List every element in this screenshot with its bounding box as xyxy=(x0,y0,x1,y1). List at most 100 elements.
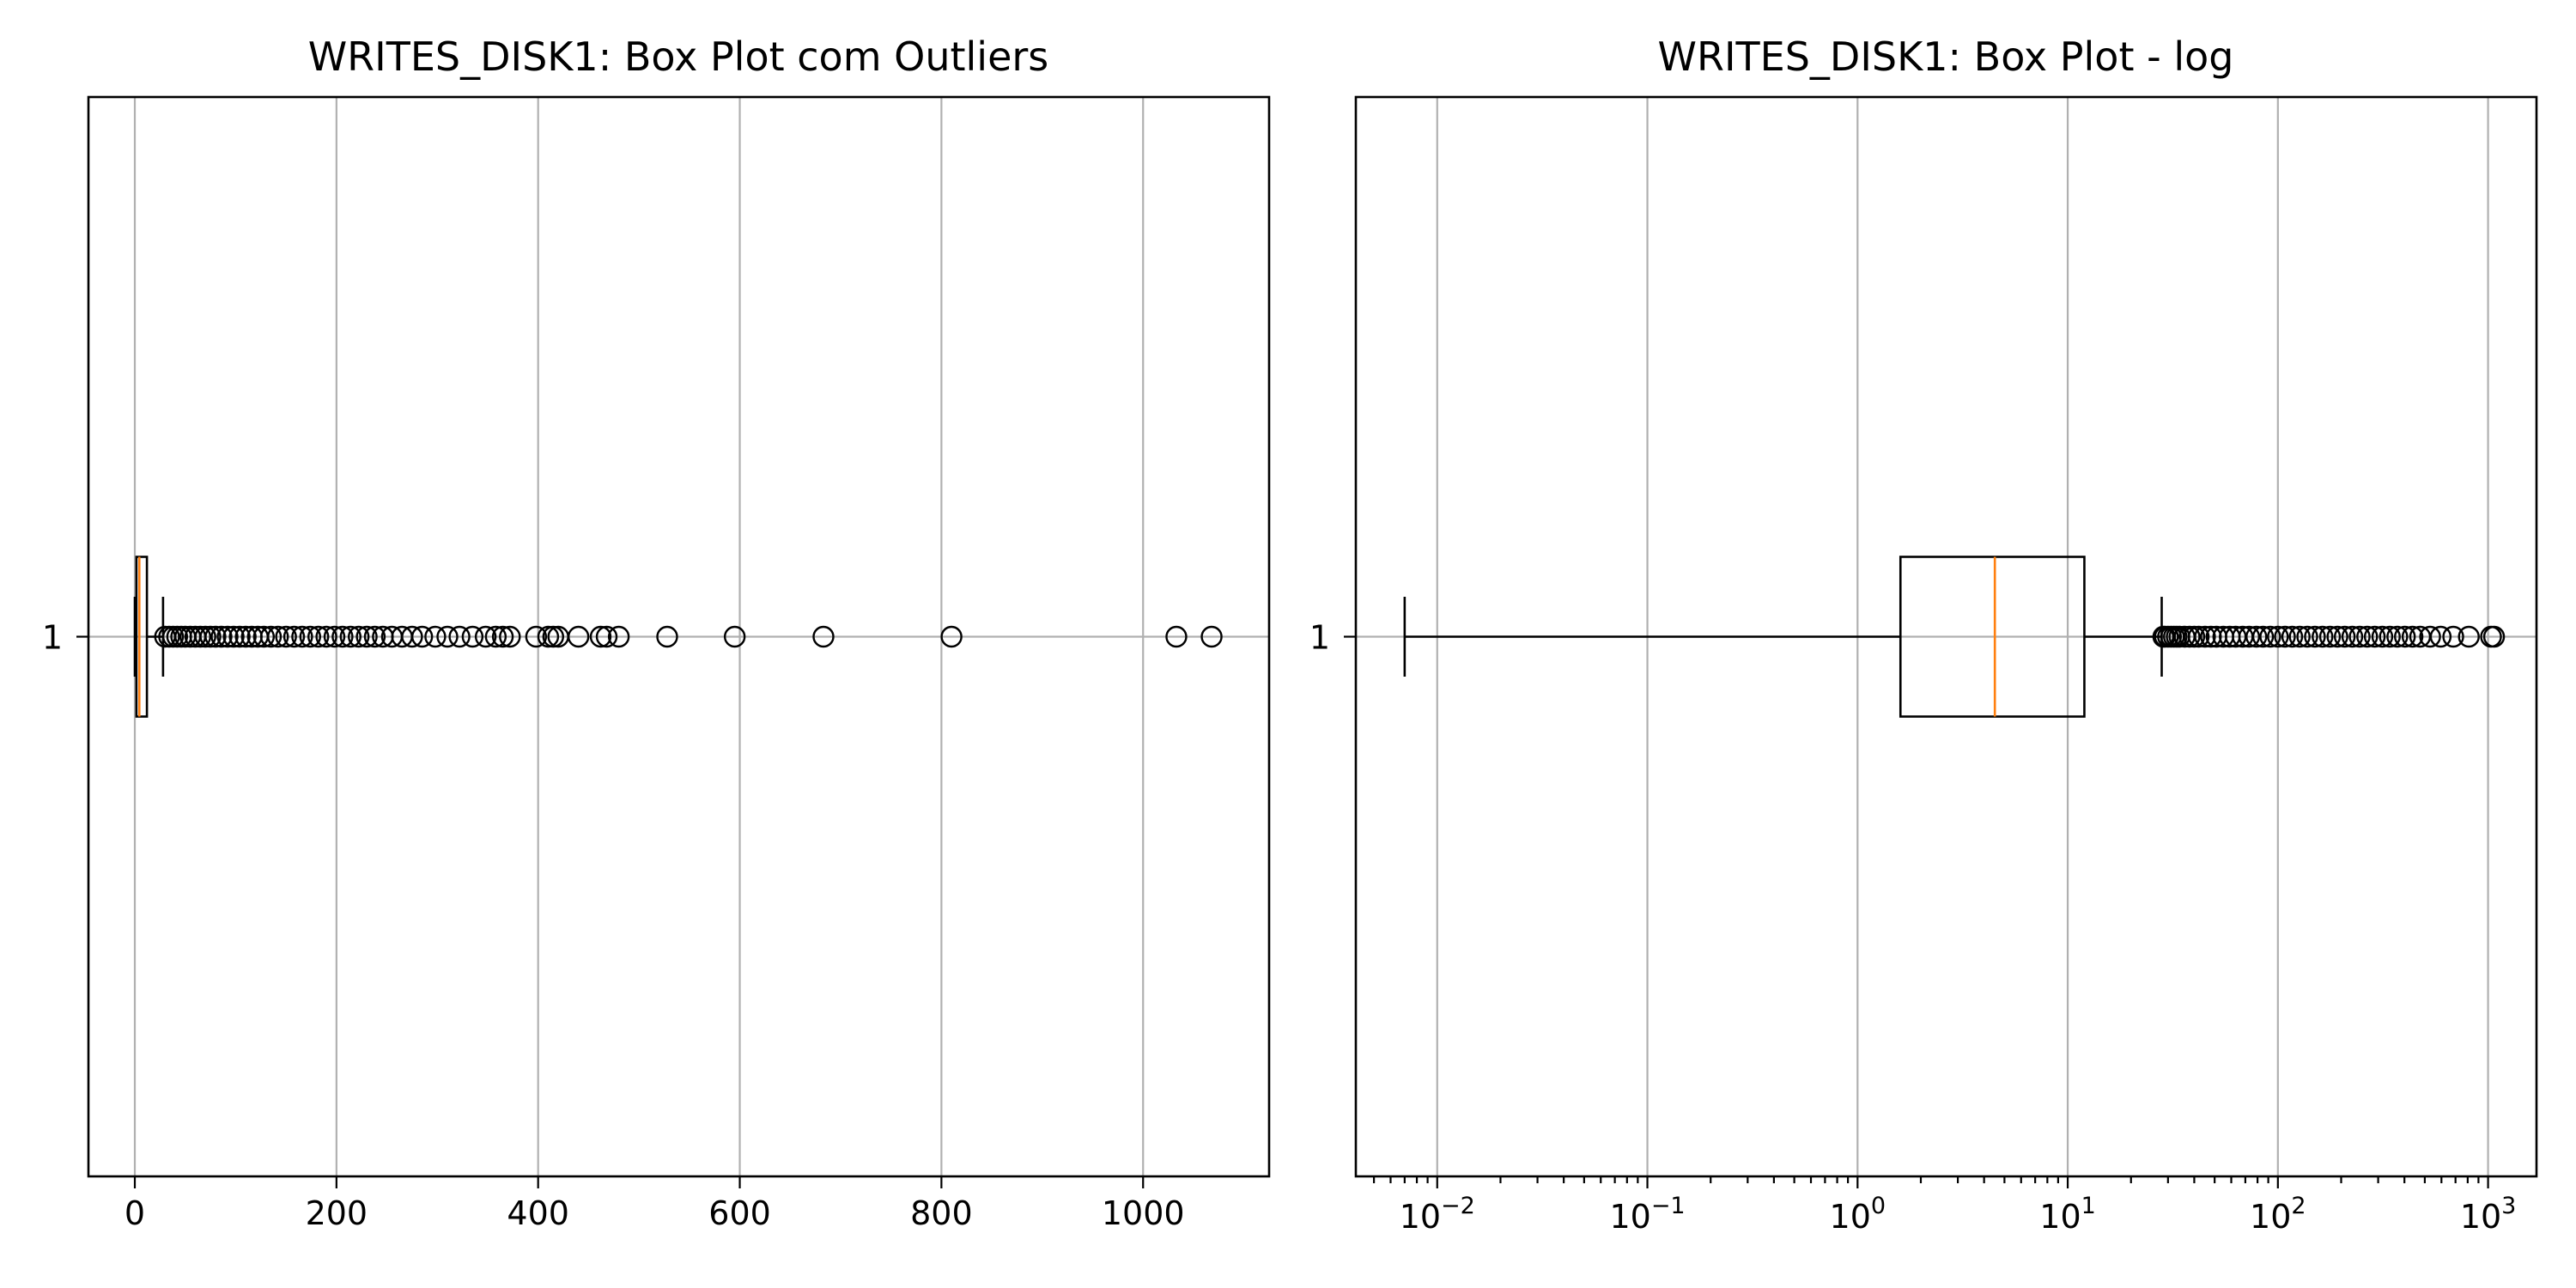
outlier-point xyxy=(2288,625,2311,648)
iqr-box xyxy=(1899,556,2086,718)
x-tick-label: 103 xyxy=(2460,1193,2517,1236)
outlier-point xyxy=(339,625,361,648)
x-tick-label: 102 xyxy=(2250,1193,2306,1236)
outlier-point xyxy=(525,625,548,648)
outlier-point xyxy=(331,625,354,648)
outlier-point xyxy=(410,625,434,648)
outlier-point xyxy=(2267,625,2289,648)
x-tick-label: 200 xyxy=(306,1194,368,1232)
outlier-point xyxy=(474,625,497,648)
outlier-point xyxy=(283,625,306,648)
outlier-point xyxy=(595,625,618,648)
outlier-point xyxy=(2281,625,2304,648)
linear-x-axis-ticks: 0 200 400 600 800 1000 xyxy=(125,1176,1185,1232)
linear-chart-title: WRITES_DISK1: Box Plot com Outliers xyxy=(308,33,1049,80)
outlier-point xyxy=(363,625,386,648)
outlier-point xyxy=(2238,625,2261,648)
outlier-point xyxy=(347,625,370,648)
outlier-point xyxy=(2312,625,2334,648)
outlier-point xyxy=(484,625,507,648)
outlier-point xyxy=(2442,625,2464,648)
outlier-point xyxy=(424,625,447,648)
outlier-point xyxy=(2429,625,2452,648)
outlier-point xyxy=(499,625,521,648)
outlier-point xyxy=(812,625,835,648)
outlier-point xyxy=(2318,625,2342,648)
log-boxplot-panel: WRITES_DISK1: Box Plot - log 10−2 10−1 100… xyxy=(1309,33,2538,1236)
outlier-point xyxy=(1165,625,1188,648)
x-tick-label: 600 xyxy=(708,1194,771,1232)
outlier-point xyxy=(2458,625,2480,648)
log-x-axis-ticks: 10−2 10−1 100 101 102 103 xyxy=(1372,1176,2517,1236)
outlier-point xyxy=(355,625,378,648)
outlier-point xyxy=(291,625,313,648)
linear-boxplot-panel: WRITES_DISK1: Box Plot com Outliers 0 200… xyxy=(42,33,1271,1232)
outlier-point xyxy=(2379,625,2401,648)
outlier-point xyxy=(2274,625,2296,648)
outlier-point xyxy=(2371,625,2394,648)
outlier-point xyxy=(189,625,212,648)
outlier-point xyxy=(267,625,289,648)
x-tick-label: 100 xyxy=(1830,1193,1886,1236)
outlier-point xyxy=(461,625,484,648)
log-y-axis-ticks: 1 xyxy=(1309,619,1356,657)
outlier-point xyxy=(2386,625,2409,648)
outlier-point xyxy=(607,625,630,648)
outlier-point xyxy=(2187,625,2210,648)
x-tick-label: 10−2 xyxy=(1400,1193,1475,1236)
outlier-point xyxy=(299,625,322,648)
outlier-point xyxy=(448,625,471,648)
outlier-point xyxy=(589,625,612,648)
outlier-point xyxy=(216,625,239,648)
outlier-point xyxy=(2304,625,2326,648)
outlier-point xyxy=(2251,625,2275,648)
x-tick-label: 10−1 xyxy=(1609,1193,1685,1236)
outlier-point xyxy=(2259,625,2281,648)
outlier-point xyxy=(210,625,233,648)
outlier-point xyxy=(2341,625,2364,648)
outlier-point xyxy=(275,625,297,648)
outlier-point xyxy=(323,625,346,648)
linear-outliers xyxy=(154,625,1223,648)
outlier-point xyxy=(194,625,216,648)
outlier-point xyxy=(315,625,337,648)
outlier-point xyxy=(491,625,514,648)
outlier-point xyxy=(2419,625,2441,648)
y-tick-label: 1 xyxy=(1309,619,1330,657)
outlier-point xyxy=(259,625,283,648)
outlier-point xyxy=(307,625,330,648)
outlier-point xyxy=(204,625,227,648)
outlier-point xyxy=(2296,625,2318,648)
outlier-point xyxy=(2482,625,2506,648)
outlier-point xyxy=(2401,625,2424,648)
iqr-box xyxy=(135,556,149,718)
outlier-point xyxy=(228,625,251,648)
x-tick-label: 400 xyxy=(507,1194,569,1232)
x-tick-label: 800 xyxy=(910,1194,973,1232)
outlier-point xyxy=(234,625,257,648)
outlier-point xyxy=(2333,625,2356,648)
x-tick-label: 101 xyxy=(2039,1193,2096,1236)
outlier-point xyxy=(2178,625,2201,648)
outlier-point xyxy=(199,625,222,648)
y-tick-label: 1 xyxy=(42,619,63,657)
outlier-point xyxy=(2363,625,2386,648)
outlier-point xyxy=(436,625,459,648)
outlier-point xyxy=(2348,625,2371,648)
x-tick-label: 0 xyxy=(125,1194,145,1232)
outlier-point xyxy=(2194,625,2216,648)
outlier-point xyxy=(2326,625,2348,648)
outlier-point xyxy=(723,625,746,648)
outlier-point xyxy=(567,625,590,648)
outlier-point xyxy=(401,625,423,648)
x-tick-label: 1000 xyxy=(1102,1194,1185,1232)
outlier-point xyxy=(940,625,963,648)
outlier-point xyxy=(537,625,560,648)
log-outliers xyxy=(2152,625,2506,648)
outlier-point xyxy=(2245,625,2268,648)
outlier-point xyxy=(252,625,276,648)
linear-y-axis-ticks: 1 xyxy=(42,619,88,657)
outlier-point xyxy=(2394,625,2416,648)
log-chart-title: WRITES_DISK1: Box Plot - log xyxy=(1658,33,2234,80)
